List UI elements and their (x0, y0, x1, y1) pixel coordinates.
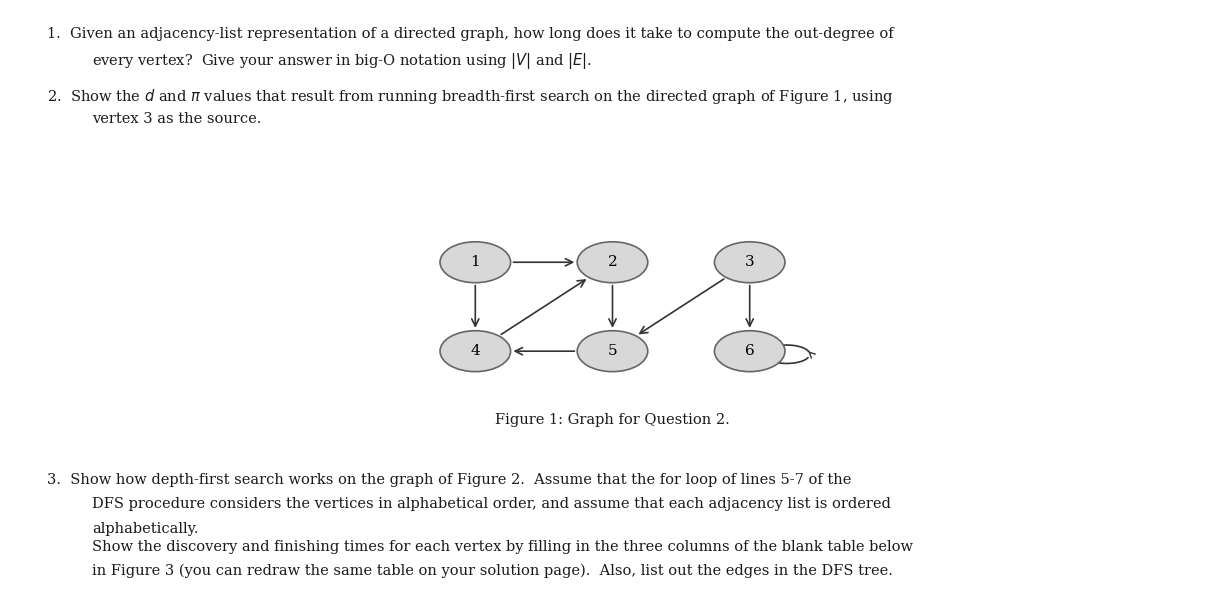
Text: vertex 3 as the source.: vertex 3 as the source. (92, 112, 261, 125)
Ellipse shape (714, 242, 785, 283)
Ellipse shape (577, 330, 648, 371)
Ellipse shape (577, 242, 648, 283)
Text: 5: 5 (608, 344, 617, 358)
Text: 3: 3 (745, 255, 755, 270)
Text: 3.  Show how depth-first search works on the graph of Figure 2.  Assume that the: 3. Show how depth-first search works on … (47, 473, 851, 487)
Ellipse shape (440, 242, 511, 283)
Text: alphabetically.: alphabetically. (92, 522, 198, 535)
Text: 4: 4 (470, 344, 480, 358)
Text: 2.  Show the $d$ and $\pi$ values that result from running breadth-first search : 2. Show the $d$ and $\pi$ values that re… (47, 87, 893, 107)
Text: 6: 6 (745, 344, 755, 358)
Text: Show the discovery and finishing times for each vertex by filling in the three c: Show the discovery and finishing times f… (92, 540, 913, 554)
Ellipse shape (440, 330, 511, 371)
Text: 1.  Given an adjacency-list representation of a directed graph, how long does it: 1. Given an adjacency-list representatio… (47, 27, 893, 41)
Text: 2: 2 (608, 255, 617, 270)
Ellipse shape (714, 330, 785, 371)
Text: 1: 1 (470, 255, 480, 270)
Text: every vertex?  Give your answer in big-O notation using $|V|$ and $|E|$.: every vertex? Give your answer in big-O … (92, 51, 592, 71)
Text: Figure 1: Graph for Question 2.: Figure 1: Graph for Question 2. (495, 413, 730, 427)
Text: DFS procedure considers the vertices in alphabetical order, and assume that each: DFS procedure considers the vertices in … (92, 497, 891, 511)
Text: in Figure 3 (you can redraw the same table on your solution page).  Also, list o: in Figure 3 (you can redraw the same tab… (92, 564, 893, 578)
